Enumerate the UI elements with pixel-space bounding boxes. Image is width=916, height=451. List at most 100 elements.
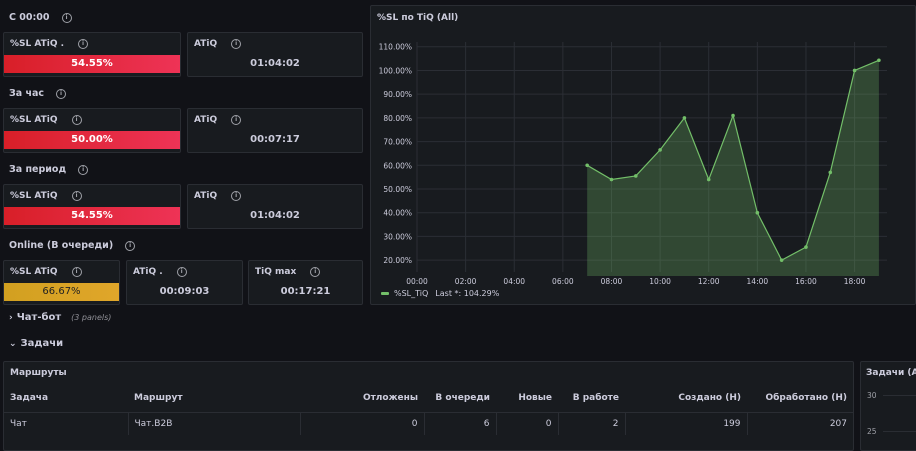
data-point <box>609 177 614 182</box>
panel-value: 50.00% <box>4 131 180 149</box>
atiq-panel-2: ATiQ i 00:07:17 <box>187 108 363 153</box>
data-point <box>633 174 638 178</box>
info-icon[interactable]: i <box>71 267 82 277</box>
data-point <box>706 177 711 182</box>
info-icon[interactable]: i <box>78 164 89 175</box>
table-row[interactable]: Чат Чат.B2B 0 6 0 2 199 207 <box>4 412 853 435</box>
legend-swatch <box>381 292 389 295</box>
chart-title: %SL по TiQ (All) <box>377 13 459 23</box>
x-tick-label: 02:00 <box>455 277 477 286</box>
y-tick-label: 30.00% <box>383 232 412 241</box>
table-header-row: Задача Маршрут Отложены В очереди Новые … <box>4 384 853 413</box>
cell-route: Чат.B2B <box>128 412 301 435</box>
info-icon[interactable]: i <box>61 12 72 23</box>
x-tick-label: 08:00 <box>601 277 623 286</box>
atiq-panel-3: ATiQ i 01:04:02 <box>187 184 363 229</box>
sl-atiq-panel-1: %SL ATiQ . i 54.55% <box>3 32 181 77</box>
panel-title: TiQ max <box>255 267 297 277</box>
chevron-down-icon: ⌄ <box>9 338 17 349</box>
row-title-per-hour: За час i <box>9 88 67 99</box>
y-tick-label: 40.00% <box>383 209 412 218</box>
data-point <box>852 68 857 73</box>
y-tick-label: 90.00% <box>383 90 412 99</box>
sl-atiq-panel-2: %SL ATiQ i 50.00% <box>3 108 181 153</box>
panel-value: 54.55% <box>4 207 180 225</box>
col-task[interactable]: Задача <box>10 393 49 403</box>
data-point <box>682 116 687 120</box>
info-icon[interactable]: i <box>56 88 67 99</box>
routes-table-panel: Маршруты Задача Маршрут Отложены В очере… <box>3 361 854 451</box>
tasks-y-tick: 30 <box>867 391 877 400</box>
cell-new: 0 <box>496 412 559 435</box>
grid-line <box>883 431 916 432</box>
x-tick-label: 10:00 <box>649 277 671 286</box>
row-chatbot[interactable]: › Чат-бот (3 panels) <box>9 312 111 323</box>
info-icon[interactable]: i <box>231 191 242 201</box>
col-in-work[interactable]: В работе <box>572 393 619 403</box>
sl-atiq-panel-3: %SL ATiQ i 54.55% <box>3 184 181 229</box>
legend-stat: Last *: 104.29% <box>435 289 500 298</box>
data-point <box>877 58 881 63</box>
x-tick-label: 14:00 <box>747 277 769 286</box>
info-icon[interactable]: i <box>231 39 242 49</box>
legend-label: %SL_TiQ <box>394 289 429 298</box>
y-tick-label: 70.00% <box>383 138 412 147</box>
cell-created: 199 <box>625 412 748 435</box>
row-title-per-period: За период i <box>9 164 89 175</box>
data-point <box>828 170 833 175</box>
panel-title: ATiQ <box>194 191 218 201</box>
info-icon[interactable]: i <box>125 240 136 251</box>
panel-value: 66.67% <box>4 283 119 301</box>
panel-value: 01:04:02 <box>250 58 300 69</box>
y-tick-label: 100.00% <box>379 66 412 75</box>
row-title-since-midnight: С 00:00 i <box>9 12 72 23</box>
chart-legend[interactable]: %SL_TiQ Last *: 104.29% <box>381 289 499 298</box>
x-tick-label: 06:00 <box>552 277 574 286</box>
sl-atiq-panel-4: %SL ATiQ i 66.67% <box>3 260 120 305</box>
data-point <box>658 148 662 152</box>
y-tick-label: 20.00% <box>383 256 412 265</box>
x-tick-label: 18:00 <box>844 277 866 286</box>
x-tick-label: 04:00 <box>503 277 525 286</box>
row-title-online: Online (В очереди) i <box>9 240 136 251</box>
tiq-max-panel: TiQ max i 00:17:21 <box>248 260 363 305</box>
col-created[interactable]: Создано (Н) <box>678 393 741 403</box>
x-tick-label: 16:00 <box>795 277 817 286</box>
x-tick-label: 00:00 <box>406 277 428 286</box>
grid-line <box>883 395 916 396</box>
panel-value: 00:17:21 <box>280 286 331 297</box>
chevron-right-icon: › <box>9 312 13 323</box>
col-postponed[interactable]: Отложены <box>362 393 418 403</box>
row-tasks[interactable]: ⌄ Задачи <box>9 338 63 349</box>
col-in-queue[interactable]: В очереди <box>435 393 490 403</box>
info-icon[interactable]: i <box>78 39 89 49</box>
panel-title: ATiQ <box>194 115 218 125</box>
info-icon[interactable]: i <box>231 115 242 125</box>
routes-table: Задача Маршрут Отложены В очереди Новые … <box>4 384 853 435</box>
atiq-panel-1: ATiQ i 01:04:02 <box>187 32 363 77</box>
data-point <box>585 163 589 168</box>
panel-value: 00:09:03 <box>159 286 210 297</box>
panel-value: 54.55% <box>4 55 180 73</box>
panel-title: %SL ATiQ <box>10 267 58 277</box>
data-point <box>804 245 808 249</box>
panel-title: %SL ATiQ . <box>10 39 65 49</box>
cell-task: Чат <box>4 412 129 435</box>
cell-in-work: 2 <box>558 412 626 435</box>
y-tick-label: 50.00% <box>383 185 412 194</box>
x-tick-label: 12:00 <box>698 277 720 286</box>
sl-tiq-chart-panel: %SL по TiQ (All) 20.00% 30.00% 40.00% 50.00… <box>370 5 916 305</box>
info-icon[interactable]: i <box>310 267 321 277</box>
col-processed[interactable]: Обработано (Н) <box>765 393 847 403</box>
info-icon[interactable]: i <box>71 191 82 201</box>
y-tick-label: 80.00% <box>383 114 412 123</box>
panel-count: (3 panels) <box>71 313 112 322</box>
cell-postponed: 0 <box>300 412 425 435</box>
col-new[interactable]: Новые <box>518 393 552 403</box>
panel-value: 01:04:02 <box>250 210 300 221</box>
row-chatbot-title: Чат-бот <box>16 312 62 323</box>
info-icon[interactable]: i <box>71 115 82 125</box>
y-tick-label: 60.00% <box>383 161 412 170</box>
col-route[interactable]: Маршрут <box>134 393 183 403</box>
info-icon[interactable]: i <box>176 267 187 277</box>
